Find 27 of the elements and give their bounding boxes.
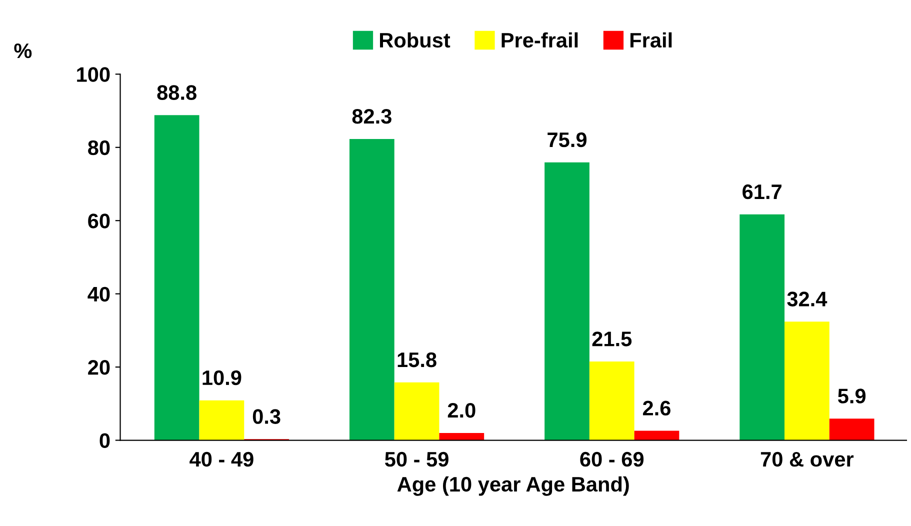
text: 82.3 (352, 108, 392, 124)
text: 21.5 (592, 332, 632, 346)
text: 5.9 (838, 388, 866, 404)
x-tick-label: 40 - 49 (190, 452, 254, 467)
legend-label: Robust (380, 32, 450, 48)
x-axis-title: Age (10 year Age Band) (397, 476, 629, 496)
text: 61.7 (742, 184, 782, 200)
y-tick-label: 0 (100, 433, 110, 448)
text: 2.6 (642, 400, 670, 416)
legend-label: Pre-frail (502, 32, 578, 48)
text: 75.9 (548, 132, 586, 148)
y-axis-title: % (14, 43, 32, 58)
x-tick-label: 70 & over (760, 452, 854, 467)
text: 88.8 (157, 85, 196, 100)
y-tick-label: 20 (88, 360, 110, 375)
x-tick-label: 60 - 69 (580, 452, 644, 467)
text: 32.4 (787, 292, 828, 306)
text: 15.8 (398, 352, 436, 368)
y-tick-label: 100 (77, 67, 110, 82)
y-tick-label: 80 (88, 140, 110, 156)
text: 0.3 (252, 409, 280, 424)
text: 10.9 (202, 370, 242, 386)
x-tick-label: 50 - 59 (384, 452, 448, 467)
y-tick-label: 60 (88, 214, 110, 228)
text: 2.0 (448, 402, 476, 418)
y-tick-label: 40 (88, 286, 110, 302)
legend-label: Frail (630, 32, 672, 48)
